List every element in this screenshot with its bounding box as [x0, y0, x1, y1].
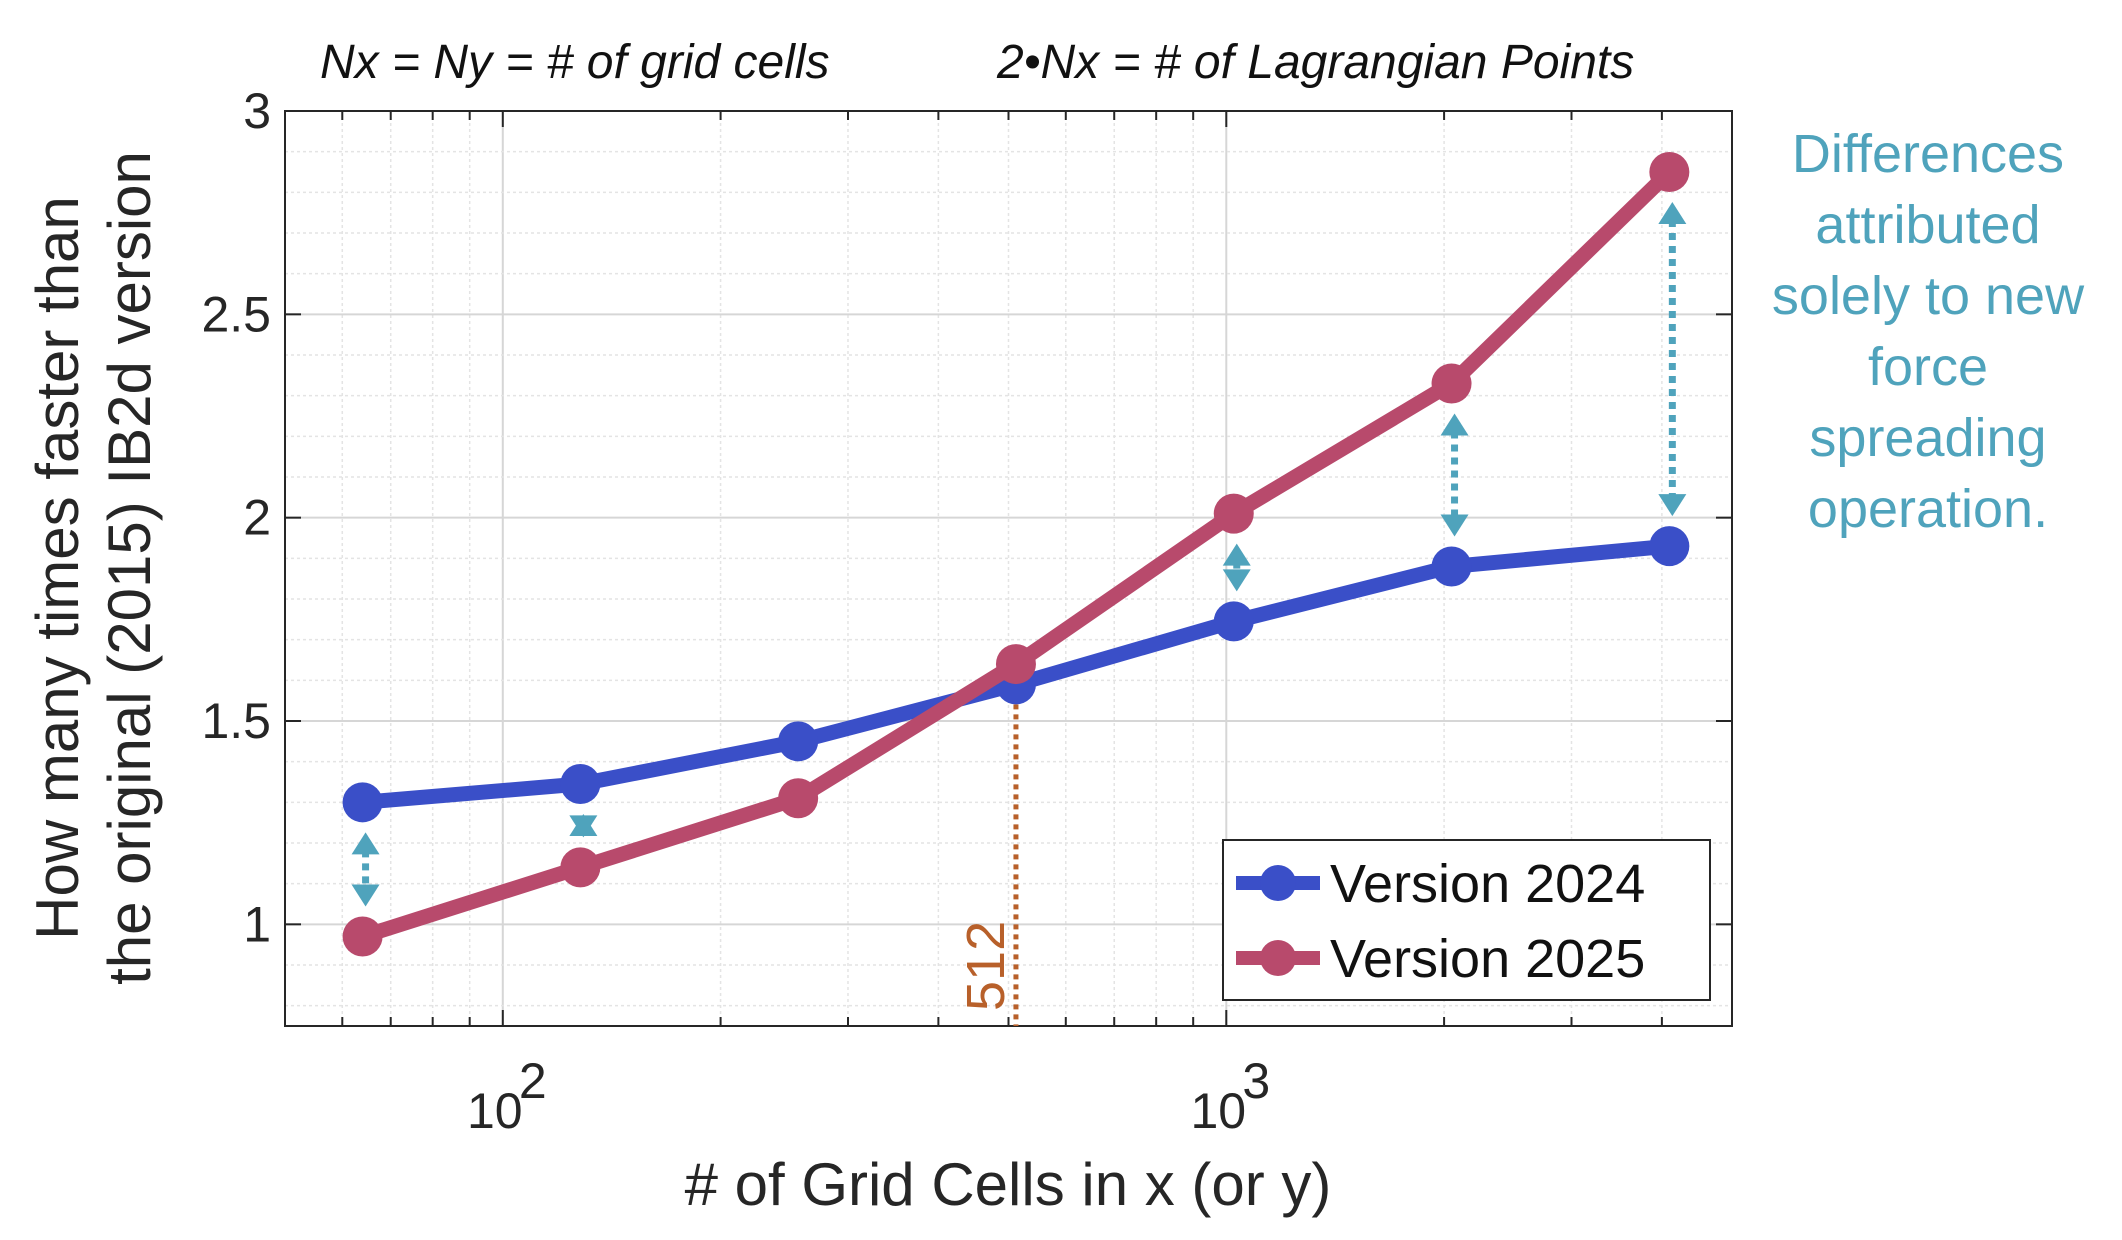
- title-left: Nx = Ny = # of grid cells: [320, 36, 830, 89]
- marker-line-512: 512: [956, 684, 1019, 1026]
- arrow-head-up: [1222, 543, 1251, 566]
- arrow-head-down: [351, 884, 380, 907]
- x-tick-exponent: 3: [1242, 1053, 1270, 1109]
- y-tick-label: 2.5: [201, 286, 271, 342]
- arrow-head-down: [569, 815, 598, 838]
- annotation-text: Differences attributed solely to new force s…: [1772, 124, 2085, 539]
- data-point: [1213, 601, 1254, 642]
- y-tick-label: 1.5: [201, 693, 271, 749]
- difference-arrow: [1222, 543, 1251, 592]
- data-point: [778, 778, 819, 819]
- data-point: [1431, 363, 1472, 404]
- series-version-2025: [342, 152, 1690, 957]
- arrow-head-down: [1440, 514, 1469, 537]
- annotation-line: solely to new: [1772, 266, 2085, 326]
- series-line: [360, 166, 1675, 944]
- y-tick-label: 1: [243, 896, 271, 952]
- data-point: [1431, 546, 1472, 587]
- x-tick-label: 10: [467, 1083, 523, 1139]
- data-point: [995, 644, 1036, 685]
- difference-arrow: [351, 832, 380, 907]
- y-axis-label-line1: How many times faster than: [24, 196, 91, 940]
- legend-marker-2025: [1260, 940, 1296, 976]
- x-tick-label: 10: [1190, 1083, 1246, 1139]
- arrow-head-down: [1222, 569, 1251, 592]
- annotation-line: spreading: [1809, 408, 2046, 468]
- legend-marker-2024: [1260, 865, 1296, 901]
- data-point: [342, 916, 383, 957]
- annotation-line: force: [1868, 337, 1988, 397]
- legend: Version 2024 Version 2025: [1222, 839, 1711, 1001]
- legend-label-2024: Version 2024: [1330, 854, 1645, 914]
- data-point: [1649, 152, 1690, 192]
- y-tick-label: 2: [243, 490, 271, 546]
- data-point: [1649, 526, 1690, 567]
- x-tick-exponent: 2: [519, 1053, 547, 1109]
- y-axis-label-line2: the original (2015) IB2d version: [96, 151, 163, 985]
- legend-label-2025: Version 2025: [1330, 929, 1645, 989]
- y-tick-label: 3: [243, 83, 271, 139]
- arrow-head-up: [1440, 413, 1469, 436]
- title-right: 2•Nx = # of Lagrangian Points: [996, 36, 1634, 89]
- series: [342, 152, 1690, 957]
- marker-label: 512: [956, 921, 1016, 1011]
- annotation-line: attributed: [1815, 195, 2040, 255]
- arrow-head-down: [1658, 494, 1687, 517]
- legend-box: [1222, 839, 1711, 1001]
- arrow-head-up: [351, 832, 380, 855]
- difference-arrow: [569, 814, 598, 838]
- x-axis-label: # of Grid Cells in x (or y): [685, 1151, 1332, 1218]
- annotation-line: operation.: [1808, 479, 2048, 539]
- difference-arrow: [1658, 202, 1687, 517]
- data-point: [778, 721, 819, 762]
- annotation-line: Differences: [1792, 124, 2064, 184]
- data-point: [560, 764, 601, 805]
- series-version-2024: [342, 526, 1690, 823]
- difference-arrows: [351, 202, 1687, 907]
- data-point: [1213, 493, 1254, 534]
- arrow-head-up: [1658, 202, 1687, 224]
- data-point: [560, 847, 601, 888]
- data-point: [342, 782, 383, 823]
- difference-arrow: [1440, 413, 1469, 537]
